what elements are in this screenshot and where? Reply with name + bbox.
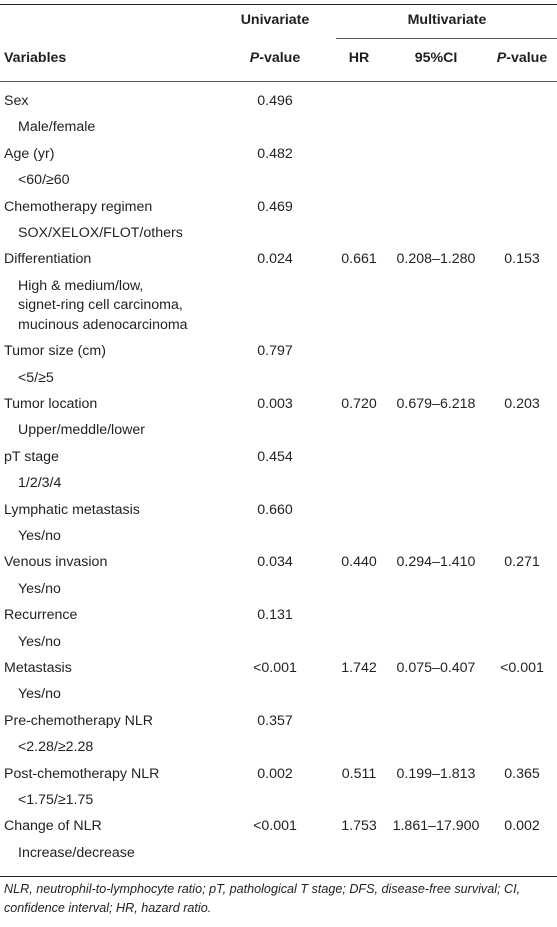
row-multi-p: 0.271 bbox=[504, 554, 540, 571]
header-hr: HR bbox=[348, 50, 370, 66]
row-sub-category: Upper/meddle/lower bbox=[18, 422, 145, 439]
row-ci: 1.861–17.900 bbox=[392, 818, 480, 835]
row-variable: pT stage bbox=[4, 448, 59, 465]
row-multi-p: 0.002 bbox=[504, 818, 540, 835]
header-uni-p: P-value bbox=[249, 50, 301, 66]
header-multivariate: Multivariate bbox=[407, 12, 487, 28]
row-hr: 1.753 bbox=[341, 818, 377, 835]
row-ci: 0.208–1.280 bbox=[396, 251, 476, 268]
row-uni-p: 0.131 bbox=[257, 607, 293, 624]
row-hr: 1.742 bbox=[341, 660, 377, 676]
row-hr: 0.511 bbox=[341, 765, 377, 782]
row-ci: 0.075–0.407 bbox=[396, 660, 476, 676]
header-univariate: Univariate bbox=[240, 12, 310, 28]
row-variable: Metastasis bbox=[4, 660, 72, 676]
row-sub-category: signet-ring cell carcinoma, bbox=[18, 297, 183, 314]
row-uni-p: 0.002 bbox=[257, 765, 293, 782]
row-uni-p: 0.024 bbox=[257, 251, 293, 268]
row-hr: 0.720 bbox=[341, 396, 377, 412]
row-variable: Tumor location bbox=[4, 396, 98, 412]
row-uni-p: 0.357 bbox=[257, 712, 293, 729]
row-sub-category: <60/≥60 bbox=[18, 172, 70, 189]
row-sub-category: Yes/no bbox=[18, 580, 61, 597]
row-variable: Sex bbox=[4, 93, 29, 109]
row-sub-category: <1.75/≥1.75 bbox=[18, 792, 94, 808]
row-sub-category: <2.28/≥2.28 bbox=[18, 739, 94, 756]
row-multi-p: 0.203 bbox=[504, 396, 540, 412]
row-variable: Post-chemotherapy NLR bbox=[4, 765, 160, 782]
table-footnote: NLR, neutrophil-to-lymphocyte ratio; pT,… bbox=[4, 882, 521, 915]
row-sub-category: High & medium/low, bbox=[18, 277, 144, 294]
row-sub-category: mucinous adenocarcinoma bbox=[18, 316, 188, 333]
row-variable: Differentiation bbox=[4, 251, 92, 268]
row-sub-category: Male/female bbox=[18, 119, 96, 136]
row-uni-p: 0.469 bbox=[257, 198, 293, 215]
row-uni-p: 0.660 bbox=[257, 501, 293, 518]
row-variable: Pre-chemotherapy NLR bbox=[4, 712, 154, 729]
row-sub-category: Yes/no bbox=[18, 528, 61, 544]
row-uni-p: <0.001 bbox=[253, 818, 297, 835]
row-uni-p: 0.797 bbox=[257, 343, 293, 360]
row-uni-p: 0.454 bbox=[257, 448, 293, 465]
row-sub-category: 1/2/3/4 bbox=[18, 475, 62, 492]
row-multi-p: 0.365 bbox=[504, 765, 540, 782]
row-sub-category: Increase/decrease bbox=[18, 844, 135, 861]
row-uni-p: 0.003 bbox=[257, 396, 293, 412]
row-variable: Tumor size (cm) bbox=[4, 343, 106, 360]
row-hr: 0.661 bbox=[341, 251, 377, 268]
row-sub-category: Yes/no bbox=[18, 686, 61, 703]
row-ci: 0.294–1.410 bbox=[396, 554, 476, 571]
header-multi-p: P-value bbox=[496, 50, 548, 66]
row-variable: Change of NLR bbox=[4, 818, 102, 835]
header-ci: 95%CI bbox=[414, 50, 458, 66]
row-hr: 0.440 bbox=[341, 554, 377, 571]
row-sub-category: <5/≥5 bbox=[18, 369, 54, 386]
row-uni-p: 0.034 bbox=[257, 554, 293, 571]
row-variable: Lymphatic metastasis bbox=[4, 501, 140, 518]
row-sub-category: SOX/XELOX/FLOT/others bbox=[18, 225, 183, 241]
row-uni-p: 0.482 bbox=[257, 145, 293, 162]
row-ci: 0.199–1.813 bbox=[396, 765, 476, 782]
row-uni-p: <0.001 bbox=[253, 660, 297, 676]
multivariate-underline bbox=[336, 38, 557, 39]
row-uni-p: 0.496 bbox=[257, 93, 293, 109]
row-variable: Venous invasion bbox=[4, 554, 108, 571]
row-sub-category: Yes/no bbox=[18, 633, 61, 650]
table-bottom-rule bbox=[0, 876, 557, 877]
row-variable: Chemotherapy regimen bbox=[4, 198, 153, 215]
header-variables: Variables bbox=[4, 50, 67, 66]
table-top-rule bbox=[0, 4, 557, 5]
row-multi-p: <0.001 bbox=[500, 660, 544, 676]
row-variable: Recurrence bbox=[4, 607, 78, 624]
row-variable: Age (yr) bbox=[4, 145, 55, 162]
header-bottom-rule bbox=[0, 81, 557, 82]
row-ci: 0.679–6.218 bbox=[396, 396, 476, 412]
row-multi-p: 0.153 bbox=[504, 251, 540, 268]
